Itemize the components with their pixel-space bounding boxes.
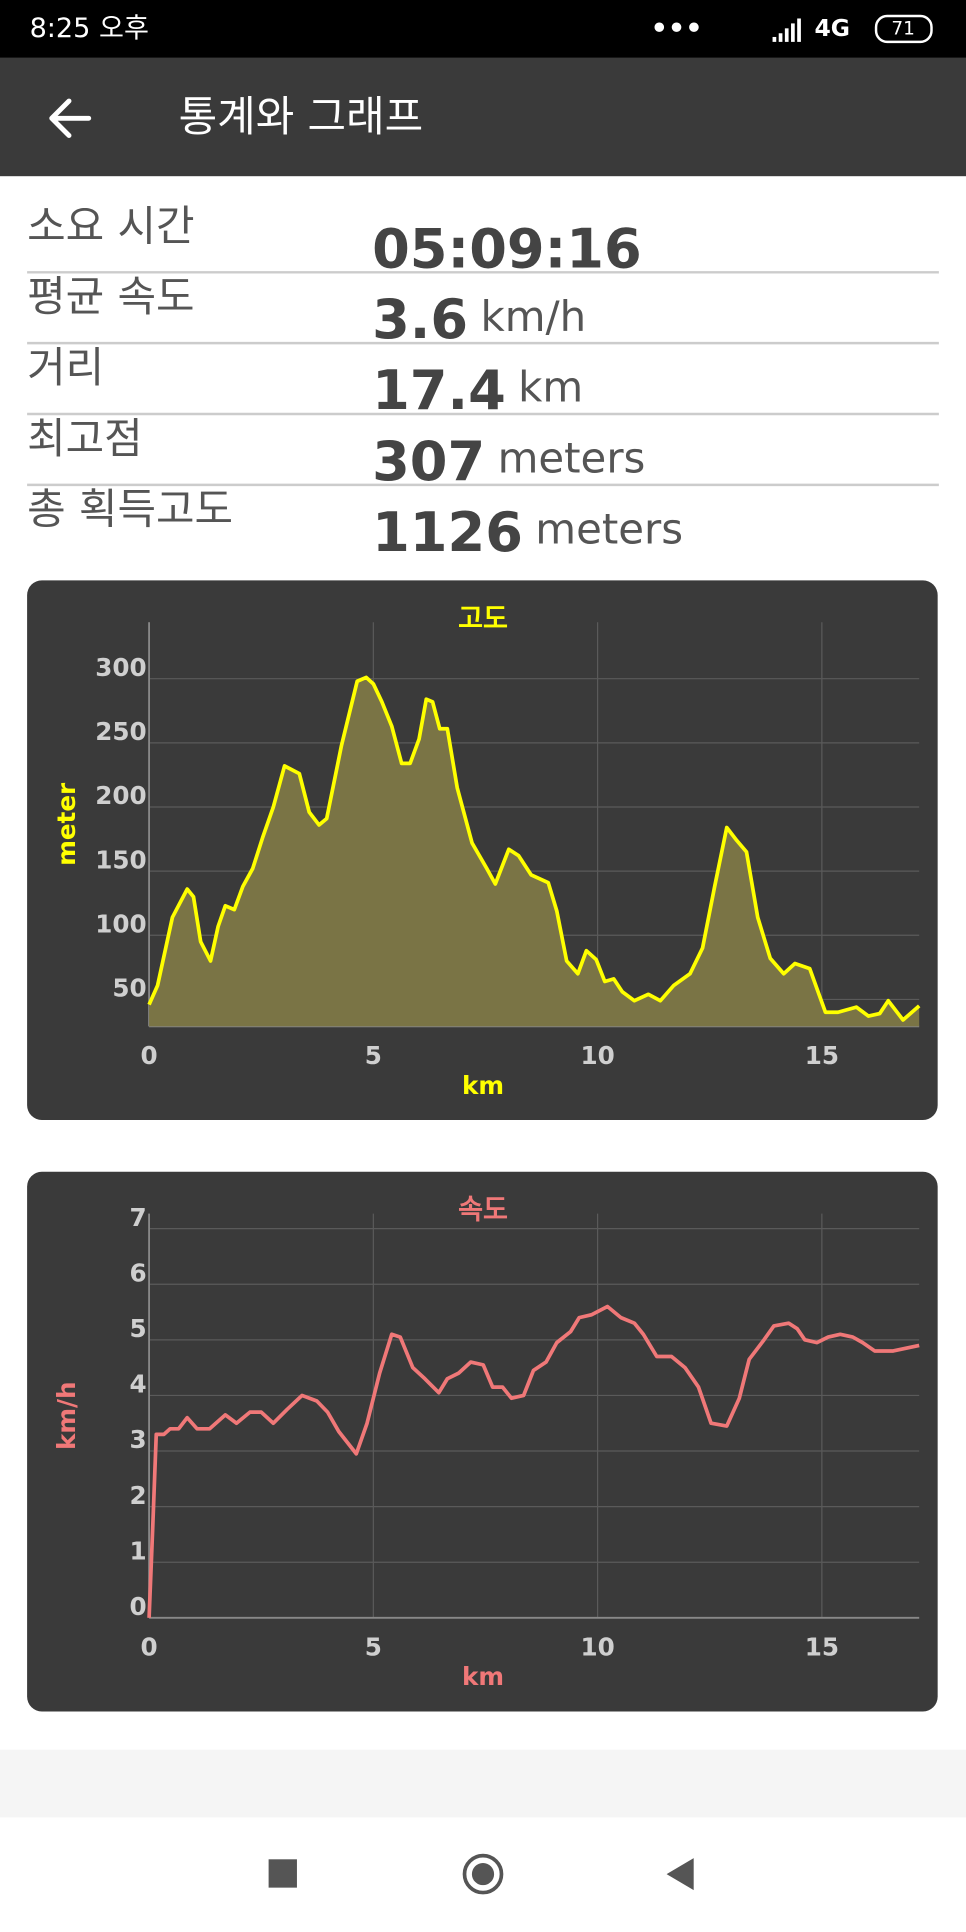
- stat-unit: km: [518, 363, 583, 412]
- status-dots: •••: [651, 13, 703, 44]
- y-tick-label: 100: [95, 909, 146, 938]
- stat-value: 307: [372, 430, 485, 493]
- stat-label: 최고점: [27, 414, 143, 463]
- stat-unit: km/h: [480, 292, 586, 341]
- stat-value-line: 05:09:16: [372, 217, 642, 280]
- stat-value: 17.4: [372, 359, 506, 422]
- chart-background: [27, 580, 938, 1121]
- stat-value: 05:09:16: [372, 217, 642, 280]
- network-type: 4G: [814, 14, 850, 42]
- chart-title: 속도: [458, 1195, 508, 1226]
- area-fill: [149, 677, 920, 1027]
- home-button[interactable]: [462, 1853, 504, 1895]
- chart-title: 고도: [458, 603, 508, 634]
- stat-value: 3.6: [372, 288, 468, 351]
- chart-panel: 0 1 2 3 4 5 6 7 0 5 10 15 속도 km km/h: [27, 1171, 938, 1712]
- y-tick-label: 6: [129, 1258, 146, 1287]
- stat-label: 소요 시간: [27, 201, 194, 250]
- line: [147, 1304, 920, 1618]
- y-tick-label: 7: [129, 1203, 146, 1232]
- x-tick-label: 10: [580, 1041, 614, 1070]
- x-axis-label: km: [462, 1662, 504, 1691]
- x-tick-label: 10: [580, 1633, 614, 1662]
- chart-background: [27, 1171, 938, 1712]
- app-bar-title: 통계와 그래프: [179, 92, 423, 141]
- stats-list: 소요 시간 05:09:16 평균 속도 3.6 km/h 거리 17.4 km 최고점 307 m…: [27, 201, 939, 564]
- stat-value-line: 17.4 km: [372, 359, 583, 422]
- x-tick-label: 15: [805, 1041, 839, 1070]
- status-time: 8:25 오후: [30, 13, 149, 44]
- battery-level: 71: [891, 19, 915, 40]
- y-tick-label: 200: [95, 781, 146, 810]
- stat-value-line: 307 meters: [372, 430, 645, 493]
- x-tick-label: 5: [365, 1041, 382, 1070]
- stat-unit: meters: [535, 504, 683, 553]
- y-tick-label: 250: [95, 717, 146, 746]
- footer-spacer: [0, 1749, 966, 1818]
- stat-label: 거리: [27, 343, 104, 392]
- y-tick-label: 5: [129, 1314, 146, 1343]
- chart-panel: 50 100 150 200 250 300 0 5 10 15 고도 km meter: [27, 580, 938, 1121]
- x-tick-label: 0: [141, 1041, 158, 1070]
- y-tick-label: 300: [95, 653, 146, 682]
- x-tick-label: 0: [141, 1633, 158, 1662]
- y-tick-label: 2: [129, 1481, 146, 1510]
- y-axis-label: km/h: [52, 1381, 81, 1450]
- y-tick-label: 0: [129, 1592, 146, 1621]
- x-axis-label: km: [462, 1071, 504, 1100]
- back-button[interactable]: [49, 98, 92, 139]
- signal-icon: [772, 18, 801, 42]
- stat-value: 1126: [372, 501, 523, 564]
- stat-value-line: 3.6 km/h: [372, 288, 586, 351]
- y-tick-label: 1: [129, 1536, 146, 1565]
- app-bar: [0, 57, 966, 177]
- line: [147, 675, 921, 1022]
- y-tick-label: 150: [95, 845, 146, 874]
- home-button-dot: [471, 1863, 495, 1886]
- stat-label: 총 획득고도: [27, 485, 233, 534]
- status-bar: [0, 0, 966, 58]
- recent-apps-button[interactable]: [268, 1859, 297, 1888]
- stat-label: 평균 속도: [27, 272, 194, 321]
- x-tick-label: 5: [365, 1633, 382, 1662]
- y-tick-label: 3: [129, 1425, 146, 1454]
- y-tick-label: 50: [112, 974, 146, 1003]
- back-nav-button[interactable]: [666, 1858, 694, 1891]
- y-axis-label: meter: [52, 782, 81, 866]
- stat-value-line: 1126 meters: [372, 501, 683, 564]
- x-tick-label: 15: [805, 1633, 839, 1662]
- y-tick-label: 4: [129, 1370, 146, 1399]
- battery-icon: [874, 14, 933, 44]
- stat-unit: meters: [498, 434, 646, 483]
